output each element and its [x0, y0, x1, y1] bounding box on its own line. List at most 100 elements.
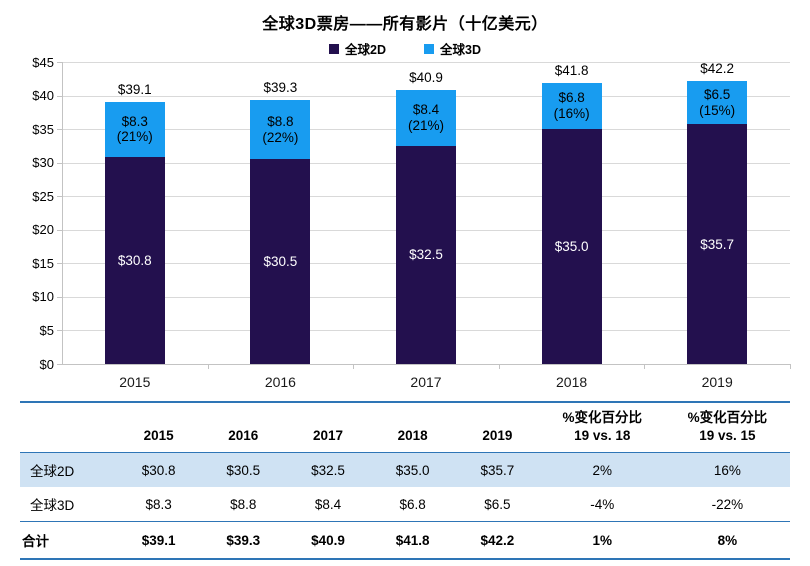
y-axis-tick-45: [57, 62, 62, 63]
y-axis-label-35: $35: [32, 121, 54, 137]
bar-segment-2d-2015: $30.8: [104, 157, 165, 364]
table-cell-r1-c1: $8.8: [230, 496, 257, 512]
y-axis-label-15: $15: [32, 255, 54, 271]
y-axis-label-25: $25: [32, 188, 54, 204]
table-header-0: [20, 402, 116, 453]
legend-swatch-3d-icon: [424, 43, 434, 54]
table-header-1: 2015: [143, 427, 174, 443]
bar-label-2d-2016: $30.5: [263, 254, 298, 270]
chart-title: 全球3D票房——所有影片（十亿美元）: [262, 16, 548, 33]
y-axis-label-30: $30: [32, 155, 54, 171]
table-row-1: 全球3D $8.3 $8.8 $8.4 $6.8 $6.5 -4% -22%: [20, 487, 790, 522]
table-row-0: 全球2D $30.8 $30.5 $32.5 $35.0 $35.7 2% 16%: [20, 452, 790, 488]
bar-label-3d-2019: $6.5 (15%): [699, 86, 736, 118]
table-cell-r1-c3: $6.8: [399, 496, 426, 512]
x-axis-label-2016: 2016: [264, 374, 296, 390]
y-axis-tick-40: [57, 95, 62, 97]
table-cell-r0-c3: $35.0: [395, 462, 430, 478]
table-cell-r1-c5: -4%: [590, 496, 615, 512]
table-cell-r2-c5: 1%: [592, 532, 612, 548]
table-row-label-1: 全球3D: [30, 498, 75, 514]
table-head: 2015 2016 2017 2018 2019 %变化百分比 19 vs. 18 %变化百…: [20, 402, 790, 453]
table-header-7: %变化百分比 19 vs. 15: [687, 410, 768, 443]
legend-item-3d: 全球3D: [424, 39, 481, 58]
table-cell-r2-c3: $41.8: [395, 532, 430, 548]
bar-segment-3d-2016: $8.8 (22%): [250, 100, 311, 160]
bar-label-3d-2017: $8.4 (21%): [407, 101, 444, 133]
x-axis-tick-1: [207, 364, 209, 369]
bar-total-label-2015: $39.1: [117, 81, 152, 97]
bar-label-2d-2017: $32.5: [409, 247, 443, 263]
x-axis-label-2019: 2019: [701, 374, 733, 390]
plot-area: $0 $5 $10 $15 $20 $25 $30 $35 $40 $45 $30.8 $8.3 (2…: [32, 55, 791, 390]
summary-table-wrap: 2015 2016 2017 2018 2019 %变化百分比 19 vs. 18 %变化百…: [20, 401, 790, 561]
legend-label-2d: 全球2D: [345, 43, 386, 57]
bar-segment-3d-2017: $8.4 (21%): [396, 89, 456, 146]
table-row-label-0: 全球2D: [30, 464, 75, 480]
x-axis-tick-5: [790, 364, 791, 369]
x-axis-tick-3: [498, 364, 500, 369]
y-axis-label-5: $5: [39, 322, 54, 338]
table-row-2: 合计 $39.1 $39.3 $40.9 $41.8 $42.2 1% 8%: [20, 521, 790, 560]
y-axis-label-0: $0: [39, 356, 54, 372]
bar-label-2d-2015: $30.8: [117, 253, 152, 269]
y-axis-tick-5: [57, 330, 62, 332]
table-body: 全球2D $30.8 $30.5 $32.5 $35.0 $35.7 2% 16% 全球3D $8…: [20, 452, 790, 560]
table-cell-r0-c2: $32.5: [311, 462, 345, 478]
table-cell-r1-c2: $8.4: [314, 496, 342, 512]
bar-label-2d-2019: $35.7: [700, 236, 735, 252]
bar-total-label-2016: $39.3: [263, 80, 298, 96]
bar-total-label-2019: $42.2: [700, 60, 735, 76]
y-axis-tick-35: [57, 129, 62, 131]
table-row-label-2: 合计: [22, 534, 49, 550]
table-cell-r1-c4: $6.5: [484, 496, 511, 512]
table-header-2: 2016: [228, 427, 259, 443]
table-header-3: 2017: [312, 427, 343, 443]
gridline-45: [62, 62, 790, 63]
y-axis-line: [62, 62, 63, 364]
bar-total-label-2018: $41.8: [554, 63, 589, 79]
summary-table: 2015 2016 2017 2018 2019 %变化百分比 19 vs. 18 %变化百…: [20, 401, 790, 561]
y-axis-label-10: $10: [32, 289, 54, 305]
bar-total-label-2017: $40.9: [409, 69, 443, 85]
bar-label-3d-2016: $8.8 (22%): [262, 113, 299, 145]
x-axis-label-2015: 2015: [119, 374, 151, 390]
y-axis-tick-0: [57, 364, 62, 365]
table-cell-r0-c1: $30.5: [226, 462, 261, 478]
table-cell-r0-c4: $35.7: [480, 462, 515, 478]
table-header-5: 2019: [482, 427, 513, 443]
y-axis-tick-10: [57, 296, 62, 298]
table-cell-r0-c5: 2%: [592, 462, 612, 478]
bar-segment-3d-2015: $8.3 (21%): [104, 101, 165, 158]
table-cell-r2-c2: $40.9: [311, 532, 345, 548]
table-header-6: %变化百分比 19 vs. 18: [562, 410, 642, 443]
table-cell-r2-c1: $39.3: [226, 532, 261, 548]
x-axis-line: [62, 364, 790, 365]
table-cell-r0-c0: $30.8: [141, 462, 176, 478]
x-axis-tick-2: [353, 364, 355, 369]
bar-label-3d-2018: $6.8 (16%): [553, 90, 590, 122]
table-cell-r2-c0: $39.1: [141, 532, 176, 548]
x-axis-label-2017: 2017: [410, 374, 442, 390]
bar-label-3d-2015: $8.3 (21%): [116, 113, 153, 145]
table-cell-r0-c6: 16%: [713, 462, 741, 478]
y-axis-tick-30: [57, 162, 62, 164]
bar-segment-2d-2018: $35.0: [541, 129, 602, 364]
y-axis-label-45: $45: [32, 54, 54, 70]
legend-swatch-2d-icon: [329, 43, 340, 54]
y-axis-tick-15: [57, 263, 62, 265]
y-axis-tick-25: [57, 196, 62, 198]
legend-label-3d: 全球3D: [440, 43, 481, 57]
table-cell-r2-c4: $42.2: [480, 532, 515, 548]
bar-segment-3d-2019: $6.5 (15%): [687, 80, 748, 125]
y-axis-label-20: $20: [32, 222, 54, 238]
bar-segment-2d-2017: $32.5: [396, 145, 456, 364]
table-header-row: 2015 2016 2017 2018 2019 %变化百分比 19 vs. 18 %变化百…: [20, 402, 790, 453]
x-axis-tick-4: [644, 364, 646, 369]
bar-label-2d-2018: $35.0: [554, 239, 589, 255]
x-axis-label-2018: 2018: [556, 374, 588, 390]
table-header-4: 2018: [397, 427, 428, 443]
y-axis-label-40: $40: [32, 88, 54, 104]
table-cell-r1-c0: $8.3: [145, 496, 172, 512]
bar-segment-2d-2019: $35.7: [687, 124, 748, 364]
